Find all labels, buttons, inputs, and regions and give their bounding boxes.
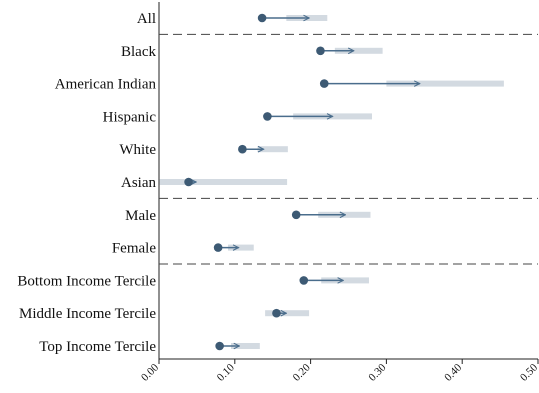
start-dot (299, 276, 309, 285)
row-label: Black (121, 44, 156, 60)
start-dot (319, 79, 329, 88)
row-label: Male (125, 208, 156, 224)
row-label: Middle Income Tercile (19, 306, 156, 322)
row-label: Bottom Income Tercile (17, 273, 156, 289)
range-bar (159, 179, 288, 185)
x-tick-label: 0.20 (291, 361, 313, 383)
start-dot (316, 46, 325, 56)
x-tick-label: 0.10 (215, 361, 237, 383)
row-label: Hispanic (103, 109, 157, 125)
start-dot (257, 13, 267, 23)
row-label: Female (112, 241, 156, 257)
x-tick-label: 0.30 (366, 361, 388, 383)
x-tick-label: 0.00 (139, 361, 161, 383)
range-bar (227, 244, 254, 251)
start-dot (184, 177, 193, 187)
row-label: All (137, 11, 156, 27)
row-label: Top Income Tercile (39, 339, 156, 355)
start-dot (291, 210, 301, 220)
row-label: American Indian (55, 77, 157, 93)
range-bar (321, 277, 369, 284)
range-bar (386, 80, 504, 87)
row-label: Asian (121, 175, 156, 191)
x-tick-label: 0.50 (518, 361, 539, 383)
start-dot (238, 144, 247, 154)
start-dot (272, 308, 281, 318)
start-dot (215, 341, 224, 351)
x-tick-label: 0.40 (442, 361, 464, 383)
start-dot (213, 243, 223, 252)
range-bar (257, 146, 288, 153)
start-dot (263, 112, 272, 121)
row-label: White (119, 142, 156, 158)
range-bar (231, 343, 260, 349)
range-bar (334, 47, 383, 54)
range-bar (265, 310, 310, 317)
